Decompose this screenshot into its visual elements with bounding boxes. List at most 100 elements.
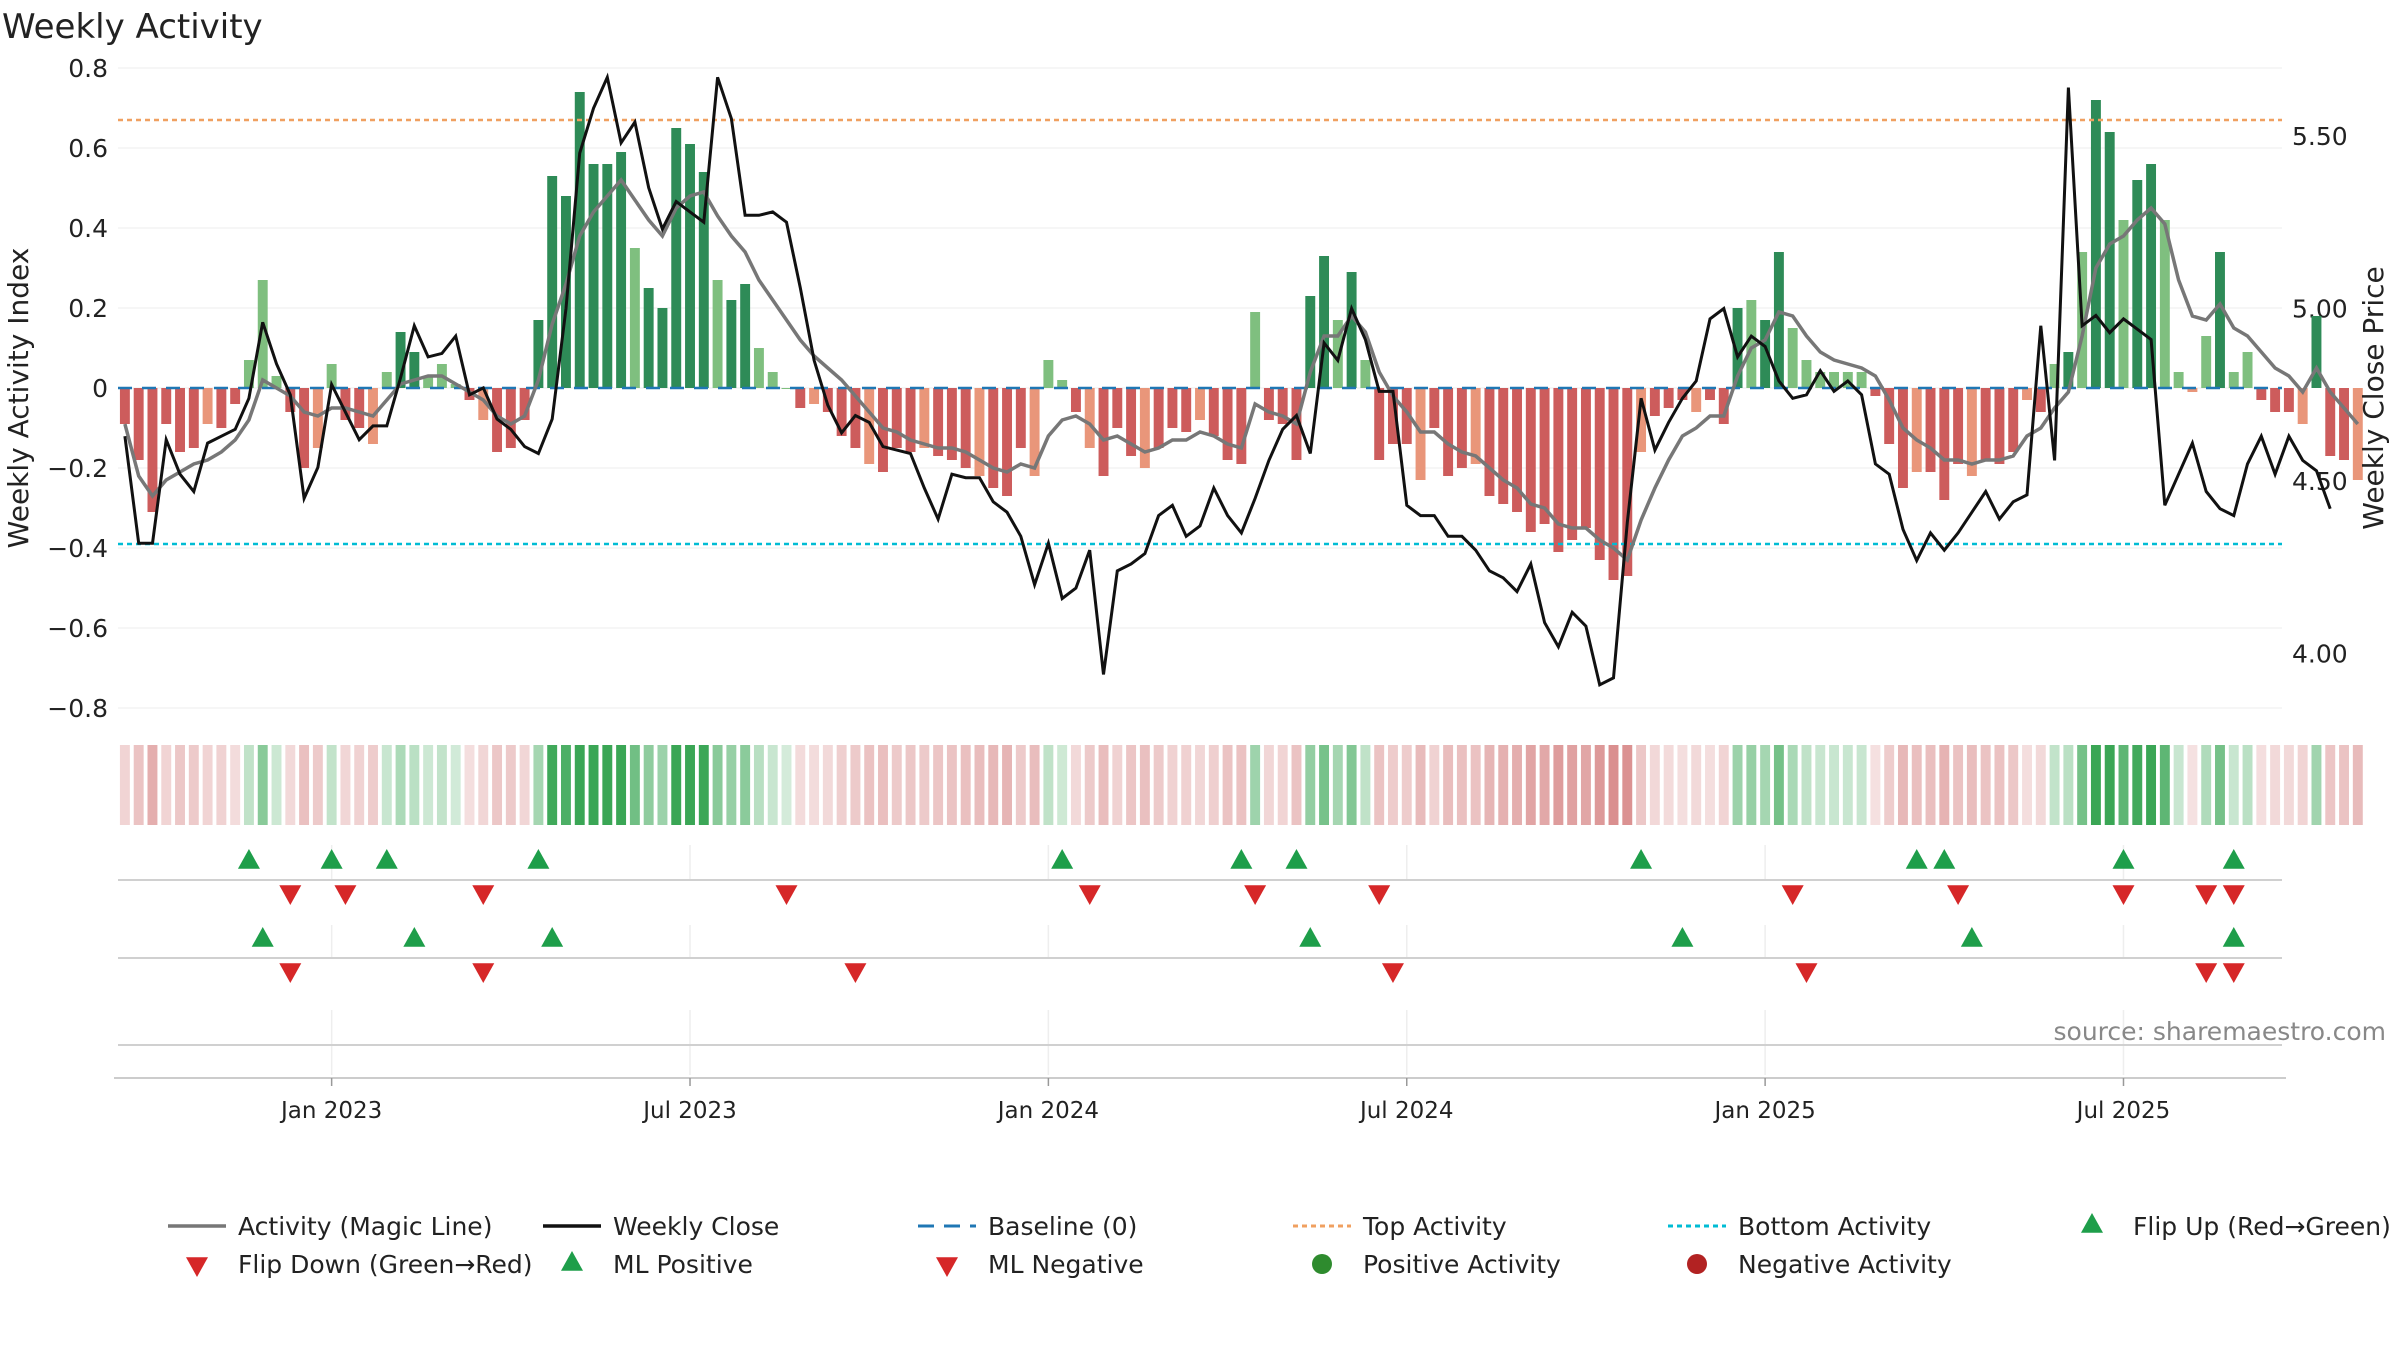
- flip-down-marker: [1078, 885, 1101, 905]
- x-axis: Jan 2023 Jul 2023 Jan 2024 Jul 2024 Jan 2025…: [114, 1077, 2286, 1124]
- y-tick-label-left: 0.2: [68, 294, 108, 323]
- activity-bar: [1263, 388, 1274, 420]
- activity-bar: [1415, 388, 1426, 480]
- flip-down-marker: [2112, 885, 2135, 905]
- strip-cell: [1966, 745, 1977, 825]
- activity-bar: [1236, 388, 1247, 464]
- strip-cell: [2090, 745, 2101, 825]
- activity-bar: [547, 176, 558, 388]
- activity-bar: [712, 280, 723, 388]
- activity-bar: [1925, 388, 1936, 472]
- strip-cell: [1346, 745, 1357, 825]
- strip-cell: [891, 745, 902, 825]
- activity-bar: [740, 284, 751, 388]
- strip-cell: [1498, 745, 1509, 825]
- strip-cell: [1112, 745, 1123, 825]
- legend-item: Weekly Close: [543, 1212, 779, 1241]
- strip-cell: [905, 745, 916, 825]
- strip-cell: [974, 745, 985, 825]
- activity-bar: [685, 144, 695, 388]
- activity-bar: [1484, 388, 1495, 496]
- strip-cell: [864, 745, 875, 825]
- activity-bar: [2104, 132, 2115, 388]
- strip-cell: [436, 745, 447, 825]
- activity-bar: [657, 308, 668, 388]
- activity-bar: [781, 388, 792, 389]
- ml-positive-marker: [1299, 927, 1322, 947]
- strip-cell: [1015, 745, 1026, 825]
- strip-cell: [2022, 745, 2032, 825]
- legend-label: Activity (Magic Line): [238, 1212, 492, 1241]
- main-plot: 0.80.60.40.20−0.2−0.4−0.6−0.85.505.004.5…: [47, 54, 2363, 723]
- strip-cell: [2325, 745, 2336, 825]
- strip-cell: [340, 745, 351, 825]
- activity-bar: [960, 388, 971, 468]
- strip-cell: [629, 745, 640, 825]
- strip-cell: [643, 745, 654, 825]
- activity-bar: [1015, 388, 1026, 448]
- legend-label: Baseline (0): [988, 1212, 1137, 1241]
- strip-cell: [602, 745, 613, 825]
- strip-cell: [1580, 745, 1591, 825]
- strip-cell: [1236, 745, 1247, 825]
- flip-up-marker: [320, 849, 343, 869]
- flip-up-marker: [527, 849, 550, 869]
- strip-cell: [1319, 745, 1330, 825]
- y-tick-label-left: −0.4: [47, 534, 108, 563]
- activity-bar: [1456, 388, 1467, 468]
- strip-cell: [2201, 745, 2212, 825]
- strip-cell: [1663, 745, 1674, 825]
- strip-cell: [1181, 745, 1192, 825]
- strip-cell: [753, 745, 764, 825]
- y-tick-label-left: −0.6: [47, 614, 108, 643]
- activity-bar: [822, 388, 833, 412]
- activity-bar: [1401, 388, 1412, 444]
- strip-cell: [2118, 745, 2129, 825]
- strip-cell: [1636, 745, 1647, 825]
- activity-bar: [1498, 388, 1509, 504]
- strip-cell: [836, 745, 847, 825]
- strip-cell: [1098, 745, 1109, 825]
- legend-swatch-triangle-down: [936, 1257, 958, 1277]
- activity-bar: [2022, 388, 2032, 400]
- activity-bar: [230, 388, 241, 404]
- strip-cell: [698, 745, 709, 825]
- activity-bar: [381, 372, 392, 388]
- strip-cell: [1870, 745, 1881, 825]
- activity-bar: [2242, 352, 2253, 388]
- activity-bar: [671, 128, 682, 388]
- activity-bar: [1884, 388, 1895, 444]
- activity-bar: [726, 300, 737, 388]
- activity-bar: [1649, 388, 1660, 416]
- strip-cell: [409, 745, 420, 825]
- chart-title: Weekly Activity: [2, 7, 263, 47]
- strip-cell: [671, 745, 682, 825]
- activity-bar: [2352, 388, 2363, 480]
- activity-bar: [1470, 388, 1481, 464]
- activity-bar: [2159, 220, 2170, 388]
- flip-markers: [118, 845, 2282, 1075]
- activity-bar: [161, 388, 172, 424]
- activity-bar: [1966, 388, 1977, 476]
- activity-bar: [1126, 388, 1137, 456]
- activity-bar: [354, 388, 365, 428]
- strip-cell: [1622, 745, 1633, 825]
- strip-cell: [795, 745, 806, 825]
- activity-bar: [2146, 164, 2157, 388]
- activity-bar: [1070, 388, 1081, 412]
- activity-bar: [1760, 320, 1771, 388]
- y-tick-label-left: 0: [92, 374, 108, 403]
- strip-cell: [1746, 745, 1757, 825]
- flip-down-marker: [1781, 885, 1804, 905]
- strip-cell: [2104, 745, 2115, 825]
- strip-cell: [1208, 745, 1219, 825]
- activity-bar: [933, 388, 944, 456]
- strip-cell: [202, 745, 213, 825]
- legend-label: Bottom Activity: [1738, 1212, 1931, 1241]
- ml-positive-marker: [541, 927, 564, 947]
- strip-cell: [767, 745, 778, 825]
- strip-cell: [2270, 745, 2281, 825]
- legend-label: Weekly Close: [613, 1212, 779, 1241]
- activity-bar: [1553, 388, 1564, 552]
- activity-bar: [1953, 388, 1964, 464]
